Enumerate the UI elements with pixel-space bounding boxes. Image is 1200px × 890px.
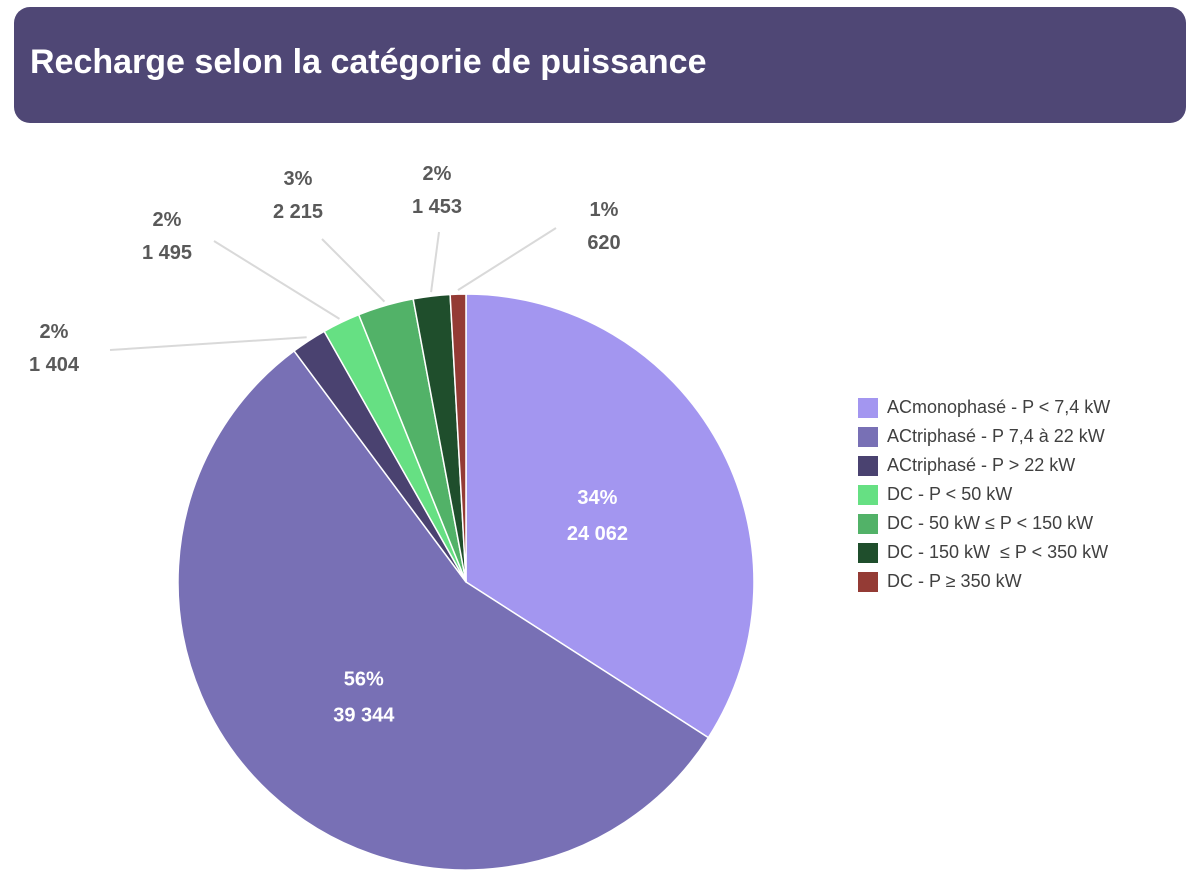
legend-label: DC - 50 kW ≤ P < 150 kW (887, 513, 1094, 533)
legend-swatch (858, 513, 878, 534)
legend-item-dc-50-kw-p-150-kw: DC - 50 kW ≤ P < 150 kW (858, 509, 1110, 538)
legend-label: DC - P ≥ 350 kW (887, 571, 1022, 591)
value-label: 2 215 (273, 201, 323, 223)
percent-label: 2% (153, 209, 182, 231)
value-label: 24 062 (567, 523, 628, 545)
leader-line (321, 238, 386, 303)
percent-label: 34% (577, 487, 617, 509)
legend-swatch (858, 542, 878, 563)
value-label: 1 453 (412, 196, 462, 218)
legend-label: DC - P < 50 kW (887, 484, 1013, 504)
value-label: 1 404 (29, 354, 80, 376)
data-label-dc-p-350-kw: 1% 620 (587, 199, 620, 254)
data-label-acmonophase-p-7-4-kw: 34% 24 062 (567, 487, 628, 545)
legend-label: DC - 150 kW ≤ P < 350 kW (887, 542, 1109, 562)
leader-line (213, 240, 340, 320)
value-label: 39 344 (333, 704, 395, 726)
legend-swatch (858, 571, 878, 592)
title-banner: Recharge selon la catégorie de puissance (14, 7, 1186, 123)
data-label-actriphase-p-22-kw: 2% 1 404 (29, 321, 80, 376)
legend-item-dc-p-350-kw: DC - P ≥ 350 kW (858, 567, 1110, 596)
data-label-actriphase-p-7-4-a-22-kw: 56% 39 344 (333, 668, 395, 726)
value-label: 620 (587, 232, 620, 254)
leader-line (457, 227, 557, 291)
pie-slice-acmonophase-p-7-4-kw (465, 293, 755, 739)
pie-slice-actriphase-p-7-4-a-22-kw (177, 349, 710, 871)
legend-item-dc-150-kw-p-350-kw: DC - 150 kW ≤ P < 350 kW (858, 538, 1110, 567)
legend-swatch (858, 397, 878, 418)
legend-label: ACmonophasé - P < 7,4 kW (887, 397, 1111, 417)
legend-swatch (858, 426, 878, 447)
chart-legend: ACmonophasé - P < 7,4 kW ACtriphasé - P 7… (858, 393, 1110, 596)
legend-item-dc-p-50-kw: DC - P < 50 kW (858, 480, 1110, 509)
percent-label: 1% (590, 199, 619, 221)
pie-slice-dc-p-350-kw (449, 293, 467, 583)
legend-swatch (858, 484, 878, 505)
legend-label: ACtriphasé - P > 22 kW (887, 455, 1076, 475)
legend-item-actriphase-p-7-4-a-22-kw: ACtriphasé - P 7,4 à 22 kW (858, 422, 1110, 451)
percent-label: 2% (40, 321, 69, 343)
value-label: 1 495 (142, 242, 192, 264)
percent-label: 2% (423, 163, 452, 185)
legend-item-acmonophase-p-7-4-kw: ACmonophasé - P < 7,4 kW (858, 393, 1110, 422)
data-label-dc-p-50-kw: 2% 1 495 (142, 209, 192, 264)
legend-item-actriphase-p-22-kw: ACtriphasé - P > 22 kW (858, 451, 1110, 480)
data-label-dc-50-kw-p-150-kw: 3% 2 215 (273, 168, 323, 223)
data-label-dc-150-kw-p-350-kw: 2% 1 453 (412, 163, 462, 218)
legend-swatch (858, 455, 878, 476)
page-title: Recharge selon la catégorie de puissance (30, 42, 707, 81)
leader-line (109, 336, 307, 351)
legend-label: ACtriphasé - P 7,4 à 22 kW (887, 426, 1105, 446)
percent-label: 56% (344, 668, 384, 690)
percent-label: 3% (284, 168, 313, 190)
leader-line (430, 231, 440, 293)
